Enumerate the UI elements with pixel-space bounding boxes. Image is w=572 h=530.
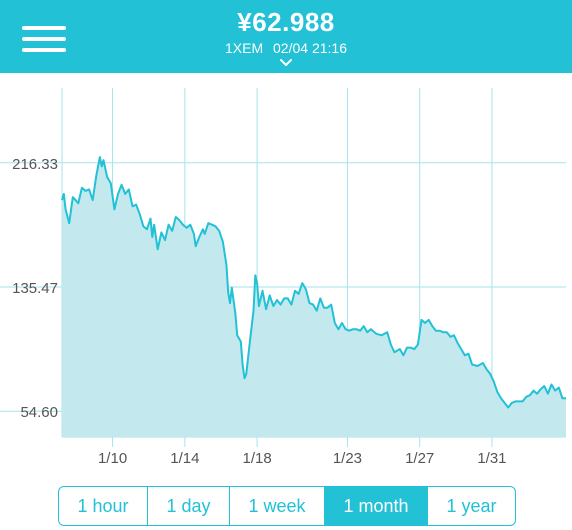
series-line (61, 156, 566, 409)
y-tick-label: 216.33 (12, 156, 58, 173)
price-timestamp: 02/04 21:16 (273, 40, 347, 56)
range-tab-1-day[interactable]: 1 day (147, 487, 229, 525)
y-tick-label: 135.47 (12, 280, 58, 297)
y-axis-labels: 54.60 135.47 216.33 (12, 156, 58, 421)
range-tab-1-year[interactable]: 1 year (427, 487, 515, 525)
x-tick-label: 1/10 (98, 450, 127, 467)
x-tick-label: 1/23 (333, 450, 362, 467)
current-price: ¥62.988 (237, 7, 335, 37)
hamburger-menu-icon[interactable] (22, 26, 66, 52)
time-range-selector: 1 hour 1 day 1 week 1 month 1 year (58, 486, 516, 526)
x-tick-label: 1/31 (477, 450, 506, 467)
price-subtitle: 1XEM 02/04 21:16 (0, 40, 572, 56)
coin-unit: 1XEM (225, 40, 264, 56)
x-tick-label: 1/14 (170, 450, 199, 467)
app-header: ¥62.988 1XEM 02/04 21:16 (0, 0, 572, 73)
range-tab-1-hour[interactable]: 1 hour (77, 495, 129, 516)
x-tick-label: 1/27 (405, 450, 434, 467)
series-area-fill (62, 157, 566, 437)
x-axis-labels: 1/10 1/14 1/18 1/23 1/27 1/31 (98, 450, 507, 467)
y-tick-label: 54.60 (20, 404, 58, 421)
range-tab-1-week[interactable]: 1 week (229, 487, 324, 525)
chart-area (61, 156, 566, 437)
x-tick-label: 1/18 (242, 450, 271, 467)
chevron-down-icon[interactable] (279, 57, 293, 67)
range-tab-1-month[interactable]: 1 month (324, 487, 427, 525)
